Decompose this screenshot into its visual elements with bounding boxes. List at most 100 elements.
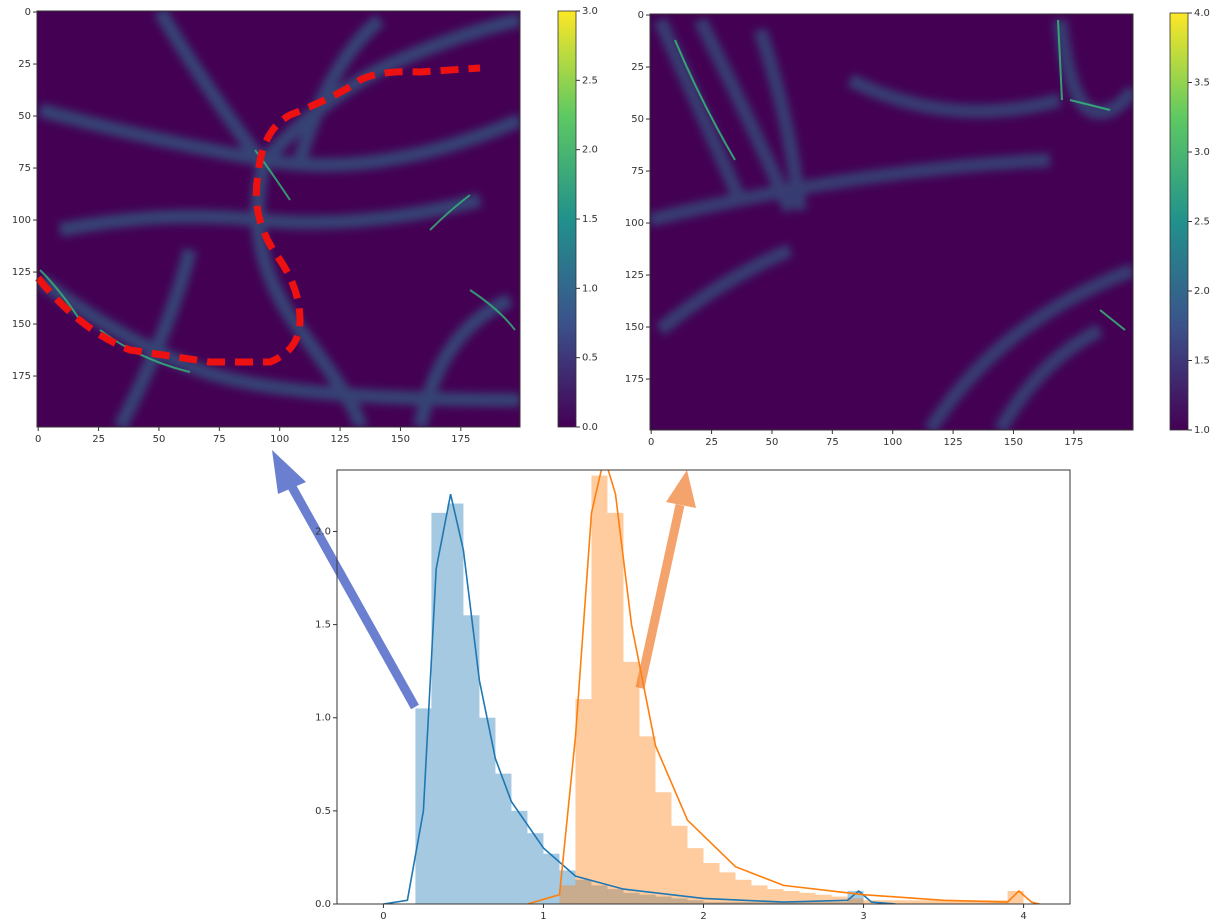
histogram-bar: [687, 848, 704, 904]
colorbar-tick-label: 3.0: [1194, 147, 1210, 158]
y-tick-label: 150: [625, 322, 644, 333]
y-tick-label: 75: [631, 166, 644, 177]
plot-area: [383, 470, 1040, 904]
colorbar-tick-label: 4.0: [1194, 8, 1210, 19]
histogram-bar: [767, 889, 784, 904]
x-tick-label: 175: [1064, 437, 1083, 448]
x-tick-label: 0: [380, 911, 386, 922]
arrow-orange: [635, 470, 696, 689]
y-tick-label: 2.0: [315, 526, 331, 537]
histogram-bar: [847, 898, 864, 904]
histogram-bar: [1007, 890, 1024, 904]
heatmap-filaments: [650, 16, 1133, 430]
plot-frame: [336, 469, 1071, 905]
y-tick-label: 175: [12, 371, 31, 382]
y-tick-label: 175: [625, 374, 644, 385]
histogram-bar: [527, 833, 544, 904]
plot-frame: [36, 10, 521, 428]
histogram-bar: [863, 900, 1008, 904]
colorbar-tick-label: 1.0: [1194, 425, 1210, 436]
histogram-bar: [719, 872, 736, 904]
histogram-bar: [591, 885, 608, 904]
histogram-bar: [607, 512, 624, 904]
colorbar-tick-label: 0.5: [582, 353, 598, 364]
histogram-bar: [751, 885, 768, 904]
histogram-bar: [703, 902, 848, 904]
x-tick-label: 75: [213, 434, 226, 445]
colorbar-tick-label: 2.0: [582, 145, 598, 156]
histogram-bar: [495, 773, 512, 904]
y-tick-label: 0: [25, 7, 31, 18]
histogram-bar: [655, 896, 672, 904]
histogram-bar: [559, 885, 576, 904]
histogram-bar: [703, 863, 720, 904]
histogram-bar: [623, 892, 640, 904]
histogram-bar: [735, 879, 752, 904]
x-tick-label: 150: [1004, 437, 1023, 448]
histogram-bar: [671, 825, 688, 904]
heatmap-image: [650, 14, 1133, 430]
x-tick-label: 175: [451, 434, 470, 445]
kde-line: [527, 470, 1040, 904]
x-tick-label: 50: [153, 434, 166, 445]
y-tick-label: 50: [631, 114, 644, 125]
colorbar-tick-label: 2.5: [1194, 217, 1210, 228]
kde-line: [383, 494, 896, 904]
colorbar-tick-label: 3.0: [582, 6, 598, 17]
y-tick-label: 125: [12, 267, 31, 278]
y-tick-label: 150: [12, 319, 31, 330]
x-tick-label: 0: [648, 437, 654, 448]
histogram-bar: [639, 894, 656, 904]
y-tick-label: 125: [625, 270, 644, 281]
histogram-bar: [671, 898, 688, 904]
x-tick-label: 100: [883, 437, 902, 448]
x-tick-label: 3: [860, 911, 866, 922]
histogram-bar: [815, 894, 832, 904]
histogram-bar: [575, 699, 592, 904]
histogram-bar: [575, 879, 592, 904]
colorbar: [557, 10, 577, 428]
x-tick-label: 150: [391, 434, 410, 445]
colorbar-tick-label: 1.5: [582, 214, 598, 225]
colorbar-tick-label: 2.0: [1194, 286, 1210, 297]
colorbar-tick-label: 1.5: [1194, 356, 1210, 367]
histogram-bar: [799, 892, 816, 904]
histogram-bar: [623, 661, 640, 904]
histogram-bar: [591, 475, 608, 904]
x-tick-label: 125: [331, 434, 350, 445]
y-tick-label: 1.0: [315, 713, 331, 724]
colorbar: [1169, 12, 1189, 431]
y-tick-label: 0: [638, 10, 644, 21]
x-tick-label: 1: [540, 911, 546, 922]
histogram-bar: [431, 512, 448, 904]
colorbar-tick-label: 2.5: [582, 75, 598, 86]
y-tick-label: 50: [18, 111, 31, 122]
x-tick-label: 0: [35, 434, 41, 445]
y-tick-label: 100: [12, 215, 31, 226]
x-tick-label: 100: [270, 434, 289, 445]
y-tick-label: 25: [631, 62, 644, 73]
y-tick-label: 75: [18, 163, 31, 174]
y-tick-label: 100: [625, 218, 644, 229]
histogram-bar: [783, 890, 800, 904]
histogram-bar: [687, 900, 704, 904]
colorbar-tick-label: 3.5: [1194, 78, 1210, 89]
x-tick-label: 50: [766, 437, 779, 448]
histogram-bar: [511, 810, 528, 904]
histogram-bar: [607, 889, 624, 904]
histogram-bar: [479, 717, 496, 904]
x-tick-label: 75: [826, 437, 839, 448]
y-tick-label: 1.5: [315, 620, 331, 631]
plot-frame: [649, 13, 1134, 431]
x-tick-label: 25: [92, 434, 105, 445]
histogram-bar: [447, 503, 464, 904]
histogram-bar: [543, 853, 560, 904]
histogram-bar: [559, 870, 576, 904]
x-tick-label: 2: [700, 911, 706, 922]
x-tick-label: 125: [944, 437, 963, 448]
x-tick-label: 4: [1020, 911, 1026, 922]
x-tick-label: 25: [705, 437, 718, 448]
y-tick-label: 0.5: [315, 806, 331, 817]
